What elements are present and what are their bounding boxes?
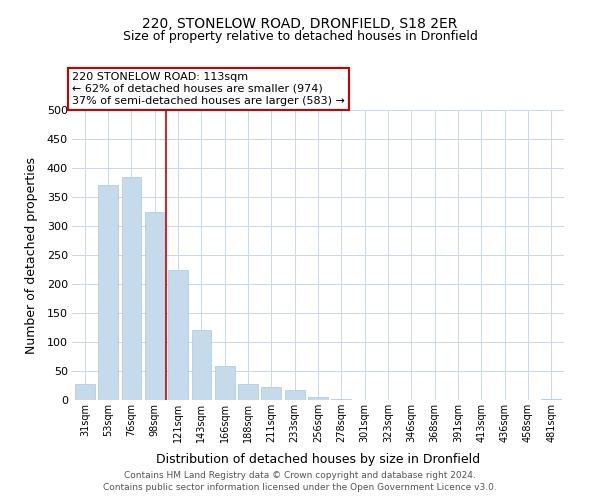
Bar — [145, 212, 164, 400]
Bar — [238, 384, 258, 400]
Bar — [98, 186, 118, 400]
Text: Size of property relative to detached houses in Dronfield: Size of property relative to detached ho… — [122, 30, 478, 43]
Bar — [75, 384, 95, 400]
X-axis label: Distribution of detached houses by size in Dronfield: Distribution of detached houses by size … — [156, 454, 480, 466]
Bar — [191, 330, 211, 400]
Bar — [262, 387, 281, 400]
Text: 220 STONELOW ROAD: 113sqm
← 62% of detached houses are smaller (974)
37% of semi: 220 STONELOW ROAD: 113sqm ← 62% of detac… — [72, 72, 345, 106]
Text: 220, STONELOW ROAD, DRONFIELD, S18 2ER: 220, STONELOW ROAD, DRONFIELD, S18 2ER — [142, 18, 458, 32]
Y-axis label: Number of detached properties: Number of detached properties — [25, 156, 38, 354]
Bar — [122, 176, 142, 400]
Bar — [541, 399, 561, 400]
Bar — [308, 396, 328, 400]
Bar — [168, 270, 188, 400]
Bar — [285, 390, 305, 400]
Bar — [215, 366, 235, 400]
Text: Contains HM Land Registry data © Crown copyright and database right 2024.
Contai: Contains HM Land Registry data © Crown c… — [103, 471, 497, 492]
